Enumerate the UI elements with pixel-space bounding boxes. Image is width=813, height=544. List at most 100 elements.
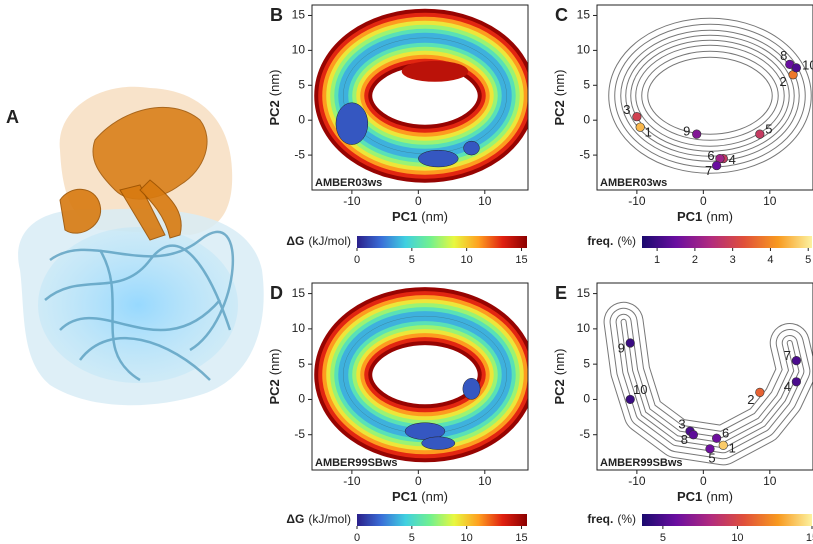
x-axis-unit: (nm) [706, 209, 733, 224]
annotation: AMBER03ws [600, 177, 667, 189]
colorbar-tick-label: 5 [409, 532, 415, 544]
y-tick-label: 5 [583, 77, 590, 91]
colorbar [357, 236, 527, 248]
y-axis-label: PC2 (nm) [267, 348, 282, 404]
colorbar-tick-label: 0 [354, 532, 360, 544]
cluster-label: 5 [708, 450, 715, 465]
cluster-label: 8 [681, 432, 688, 447]
x-tick-label: 10 [478, 474, 492, 488]
colorbar-tick-label: 1 [654, 254, 660, 266]
plot-area [603, 301, 813, 466]
y-axis-label: PC2 (nm) [552, 69, 567, 125]
panel-label: D [270, 283, 283, 303]
plot-frame [596, 282, 813, 471]
y-axis-label: PC2 (nm) [552, 348, 567, 404]
colorbar-label: freq. (%) [587, 512, 636, 526]
disordered-domain [38, 227, 238, 383]
annotation: AMBER99SBws [315, 457, 398, 469]
cluster-label: 4 [729, 152, 736, 167]
panel-label: B [270, 5, 283, 25]
x-axis-unit: (nm) [421, 209, 448, 224]
colorbar-tick-label: 15 [806, 532, 813, 544]
cluster-label: 3 [678, 417, 685, 432]
x-axis-name: PC1 [677, 209, 702, 224]
cluster-label: 3 [623, 102, 630, 117]
y-tick-label: -5 [294, 147, 305, 161]
annotation: AMBER99SBws [600, 457, 683, 469]
panel-a: A [6, 86, 264, 406]
energy-minimum [418, 149, 459, 168]
cluster-point [625, 394, 635, 405]
x-tick-label: 0 [415, 194, 422, 208]
y-tick-label: -5 [579, 147, 590, 161]
cluster-label: 10 [802, 57, 813, 72]
cluster-label: 2 [747, 392, 754, 407]
cluster-point [712, 160, 722, 171]
energy-minimum [463, 140, 480, 156]
y-tick-label: 15 [292, 8, 306, 22]
y-axis-unit: (nm) [552, 348, 567, 375]
y-tick-label: 15 [577, 8, 591, 22]
energy-band [401, 60, 469, 82]
plot-frame [596, 4, 813, 191]
cluster-point [712, 433, 722, 443]
colorbar-tick-label: 3 [730, 254, 736, 266]
cluster-label: 4 [784, 379, 791, 394]
cluster-label: 2 [779, 74, 786, 89]
x-axis-label: PC1 (nm) [677, 209, 733, 224]
plot-frame [311, 4, 529, 191]
panel: 12345678910-10010-5051015PC1(nm)PC2(nm)C… [552, 4, 813, 266]
cluster-point [755, 387, 765, 397]
cluster-point [718, 440, 728, 450]
cluster-label: 1 [645, 125, 652, 140]
cluster-point [755, 129, 765, 139]
y-tick-label: -5 [294, 427, 305, 441]
cluster-point [705, 444, 715, 454]
colorbar-tick-label: 2 [692, 254, 698, 266]
y-tick-label: 10 [577, 321, 591, 335]
x-tick-label: 10 [763, 474, 777, 488]
x-axis-name: PC1 [677, 489, 702, 504]
colorbar-tick-label: 5 [805, 254, 811, 266]
y-tick-label: 5 [583, 356, 590, 370]
colorbar-tick-label: 5 [660, 532, 666, 544]
chain-traces [44, 230, 235, 382]
cluster-label: 6 [722, 426, 729, 441]
contour-line [342, 37, 507, 155]
energy-band [338, 311, 512, 439]
cluster-label: 10 [633, 382, 647, 397]
x-tick-label: 0 [700, 194, 707, 208]
y-axis-name: PC2 [267, 100, 282, 125]
y-axis-unit: (nm) [267, 69, 282, 96]
colorbar-unit: (kJ/mol) [308, 234, 351, 248]
x-axis-unit: (nm) [706, 489, 733, 504]
y-tick-label: 0 [583, 392, 590, 406]
colorbar [642, 514, 812, 526]
x-axis-label: PC1 (nm) [392, 489, 448, 504]
y-tick-label: 15 [577, 286, 591, 300]
y-axis-name: PC2 [552, 100, 567, 125]
plot-area [314, 287, 528, 463]
panel: -10 0 10 -5 0 5 10 15 PC1 (nm) PC2 (nm) D AMBER99SBws… [267, 282, 529, 544]
x-tick-label: 0 [415, 474, 422, 488]
colorbar-tick-label: 10 [461, 532, 473, 544]
x-axis-label: PC1 (nm) [392, 209, 448, 224]
cluster-label: 6 [707, 148, 714, 163]
y-axis-unit: (nm) [267, 348, 282, 375]
cluster-label: 9 [618, 340, 625, 355]
energy-band [338, 32, 512, 159]
plot-area [314, 8, 528, 183]
plot-frame [311, 282, 529, 471]
colorbar-unit: (kJ/mol) [308, 512, 351, 526]
annotation: AMBER03ws [315, 177, 382, 189]
y-tick-label: 0 [298, 392, 305, 406]
y-axis-name: PC2 [267, 379, 282, 404]
energy-minimum [335, 102, 369, 145]
colorbar-tick-label: 15 [515, 254, 527, 266]
y-tick-label: 0 [583, 112, 590, 126]
cluster-label: 7 [784, 348, 791, 363]
colorbar-tick-label: 5 [409, 254, 415, 266]
colorbar-unit: (%) [617, 234, 636, 248]
